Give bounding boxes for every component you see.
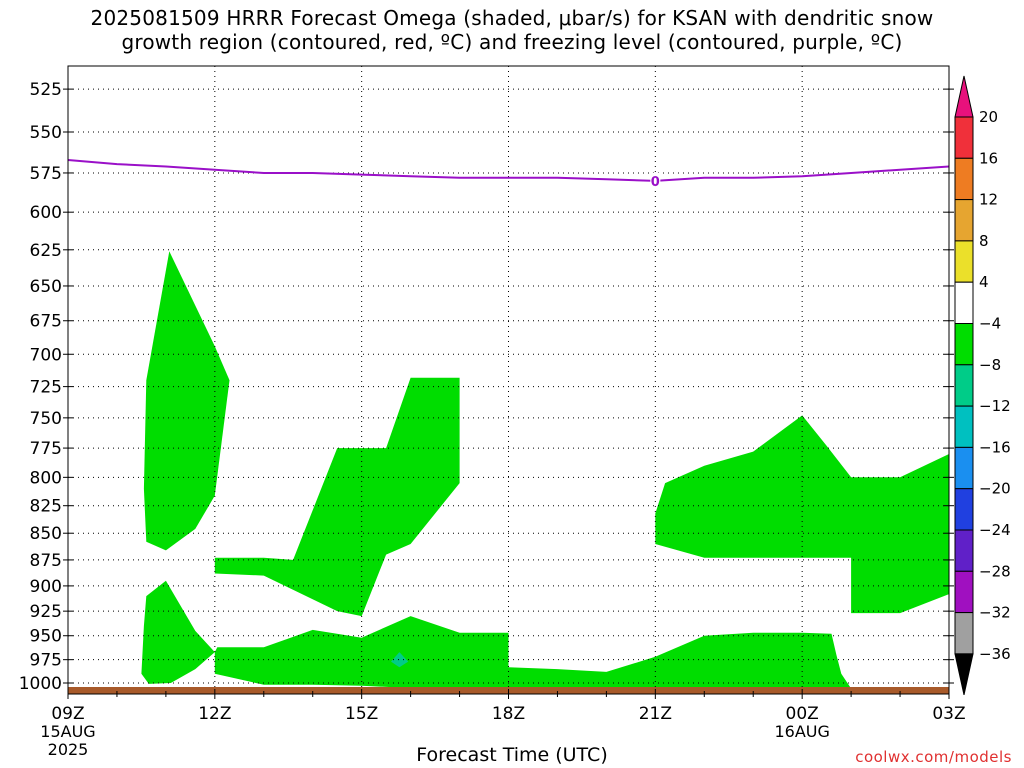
y-tick-label-900: 900 <box>30 577 62 597</box>
colorbar-label-1: 16 <box>979 149 998 167</box>
colorbar-label-9: −20 <box>979 480 1011 498</box>
colorbar-box-4 <box>954 240 974 283</box>
y-tick-label-800: 800 <box>30 468 62 488</box>
colorbar-box-1 <box>954 116 974 159</box>
y-tick-label-600: 600 <box>30 203 62 223</box>
x-axis-label: Forecast Time (UTC) <box>416 744 608 766</box>
freezing-level-label: 0 <box>651 175 660 190</box>
x-tick-label-21Z: 21Z <box>639 704 672 724</box>
colorbar-cap-bottom <box>954 653 974 696</box>
colorbar-label-6: −8 <box>979 356 1001 374</box>
x-date-label-16AUG: 16AUG <box>774 722 829 741</box>
colorbar-cap-top <box>954 75 974 118</box>
colorbar-label-0: 20 <box>979 108 998 126</box>
colorbar-box-11 <box>954 529 974 572</box>
colorbar-label-7: −12 <box>979 397 1011 415</box>
colorbar-box-12 <box>954 570 974 614</box>
x-tick-label-12Z: 12Z <box>198 704 231 724</box>
x-date-label-15AUG: 15AUG <box>40 722 95 741</box>
x-tick-label-09Z: 09Z <box>51 704 84 724</box>
y-tick-label-825: 825 <box>30 497 62 517</box>
colorbar-label-10: −24 <box>979 521 1011 539</box>
x-tick-label-00Z: 00Z <box>786 704 819 724</box>
freezing-level-line <box>67 159 950 182</box>
y-tick-label-575: 575 <box>30 164 62 184</box>
colorbar-box-10 <box>954 488 974 531</box>
watermark: coolwx.com/models <box>855 748 1012 766</box>
y-tick-label-625: 625 <box>30 241 62 261</box>
omega-region-3 <box>214 616 852 693</box>
y-tick-label-650: 650 <box>30 277 62 297</box>
y-axis: 525 550 575 600 625 650 675 700 725 750 775 800 825 8… <box>19 80 954 694</box>
y-tick-label-950: 950 <box>30 627 62 647</box>
omega-region-2 <box>141 580 215 684</box>
colorbar-box-6 <box>954 323 974 366</box>
y-tick-label-875: 875 <box>30 551 62 571</box>
omega-region-4 <box>214 377 460 617</box>
colorbar-label-13: −36 <box>979 645 1011 663</box>
colorbar-label-8: −16 <box>979 438 1011 456</box>
y-tick-label-850: 850 <box>30 524 62 544</box>
chart-title: 2025081509 HRRR Forecast Omega (shaded, … <box>0 6 1024 54</box>
colorbar-box-13 <box>954 612 974 655</box>
omega-shading-layer <box>141 251 949 693</box>
colorbar-box-7 <box>954 364 974 407</box>
y-tick-label-675: 675 <box>30 312 62 332</box>
freezing-level-label-bg <box>650 172 661 187</box>
colorbar-label-5: −4 <box>979 315 1001 333</box>
colorbar-label-4: 4 <box>979 273 989 291</box>
chart-title-line2: growth region (contoured, red, ºC) and f… <box>121 30 903 54</box>
colorbar-label-3: 8 <box>979 232 989 250</box>
y-tick-label-725: 725 <box>30 378 62 398</box>
x-tick-label-18Z: 18Z <box>492 704 525 724</box>
y-tick-label-775: 775 <box>30 439 62 459</box>
omega-region-6 <box>391 652 409 668</box>
colorbar-box-2 <box>954 157 974 201</box>
x-tick-label-03Z: 03Z <box>932 704 965 724</box>
omega-region-5 <box>655 415 949 614</box>
colorbar-box-8 <box>954 405 974 448</box>
colorbar: 20 16 12 8 4 −4 −8 −12 −16 −20 −24 −28 −32 −36 <box>954 75 1011 696</box>
colorbar-label-2: 12 <box>979 191 998 209</box>
colorbar-box-9 <box>954 446 974 490</box>
colorbar-label-11: −28 <box>979 562 1011 580</box>
y-tick-label-975: 975 <box>30 651 62 671</box>
colorbar-label-12: −32 <box>979 604 1011 622</box>
y-tick-label-1000: 1000 <box>19 674 62 694</box>
grid-layer <box>67 66 950 694</box>
omega-region-1 <box>143 251 230 551</box>
colorbar-box-3 <box>954 199 974 242</box>
chart-title-line1: 2025081509 HRRR Forecast Omega (shaded, … <box>90 6 934 30</box>
x-tick-label-15Z: 15Z <box>345 704 378 724</box>
y-tick-label-700: 700 <box>30 345 62 365</box>
x-year-label: 2025 <box>48 740 89 759</box>
y-tick-label-750: 750 <box>30 409 62 429</box>
y-tick-label-525: 525 <box>30 80 62 100</box>
y-tick-label-550: 550 <box>30 123 62 143</box>
y-tick-label-925: 925 <box>30 602 62 622</box>
colorbar-box-5 <box>954 281 974 325</box>
freezing-level-layer: 0 <box>67 159 950 190</box>
